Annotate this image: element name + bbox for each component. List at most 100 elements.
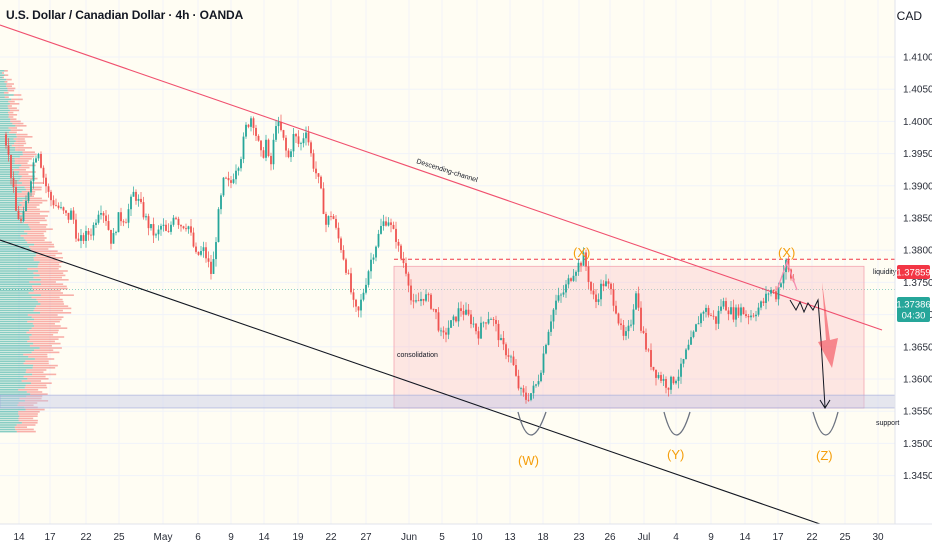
- volume-bar: [19, 155, 35, 158]
- candle-body: [730, 307, 732, 315]
- volume-bar: [4, 74, 9, 76]
- volume-bar: [0, 81, 5, 83]
- wave-label-w: (W): [518, 453, 539, 468]
- projection-arrowhead: [819, 399, 831, 409]
- volume-bar: [0, 105, 8, 107]
- volume-bar: [0, 76, 3, 79]
- volume-bar: [0, 325, 35, 327]
- volume-bar: [0, 210, 24, 213]
- candle-body: [212, 259, 215, 274]
- projection-path: [789, 298, 831, 409]
- volume-bar: [0, 413, 19, 415]
- candle-body: [527, 399, 530, 401]
- candle-body: [670, 376, 672, 390]
- candle-body: [202, 247, 205, 252]
- volume-bar: [0, 96, 5, 98]
- candle-body: [705, 307, 707, 312]
- y-tick-label: 1.35000: [903, 439, 932, 450]
- volume-bar: [9, 103, 20, 105]
- x-tick-label: 9: [708, 532, 714, 543]
- volume-bar: [0, 177, 21, 180]
- volume-bar: [30, 393, 48, 395]
- volume-bar: [27, 320, 60, 323]
- volume-bar: [0, 397, 20, 400]
- candle-body: [27, 192, 30, 201]
- volume-bar: [0, 356, 29, 358]
- volume-bar: [0, 149, 16, 151]
- candle-body: [395, 228, 397, 242]
- volume-bar: [15, 147, 32, 149]
- candle-body: [707, 307, 710, 316]
- volume-bar: [0, 166, 19, 169]
- volume-bar: [0, 364, 34, 367]
- volume-bar: [0, 274, 40, 277]
- volume-bar: [21, 175, 35, 178]
- candle-body: [455, 316, 457, 322]
- candle-body: [200, 251, 202, 255]
- volume-bar: [0, 276, 34, 279]
- candle-body: [77, 238, 80, 241]
- candle-body: [162, 224, 165, 226]
- volume-bar: [22, 199, 48, 202]
- volume-bar: [19, 415, 38, 417]
- y-tick-label: 1.39000: [903, 181, 932, 192]
- support-label: support: [876, 420, 899, 427]
- candle-body: [390, 222, 392, 225]
- candle-body: [67, 212, 70, 220]
- candle-body: [262, 150, 265, 158]
- volume-bar: [0, 270, 39, 272]
- volume-bar: [0, 296, 32, 299]
- volume-bar: [0, 100, 9, 103]
- volume-bar: [7, 89, 15, 92]
- candle-body: [695, 324, 697, 332]
- candle-body: [607, 281, 610, 284]
- candle-body: [72, 210, 75, 220]
- volume-bar: [0, 153, 23, 156]
- candle-body: [372, 257, 375, 260]
- liquidity-price-badge: 1.37859: [896, 265, 931, 279]
- candle-body: [675, 380, 677, 384]
- candle-body: [632, 309, 635, 325]
- candle-body: [680, 363, 682, 377]
- wave-x-caret: [776, 260, 798, 291]
- x-tick-label: Jun: [401, 532, 417, 543]
- candle-body: [452, 316, 455, 321]
- candle-body: [175, 217, 177, 219]
- candle-body: [335, 218, 337, 228]
- volume-bar: [39, 261, 63, 263]
- volume-bar: [31, 296, 60, 299]
- candle-body: [242, 136, 245, 160]
- y-tick-label: 1.38500: [903, 214, 932, 225]
- volume-bar: [31, 334, 54, 336]
- volume-bar: [39, 274, 66, 277]
- volume-bar: [0, 430, 17, 433]
- candle-body: [700, 313, 702, 324]
- candle-body: [515, 365, 517, 376]
- candle-body: [292, 134, 295, 152]
- candle-body: [592, 290, 595, 295]
- candle-body: [565, 284, 567, 293]
- volume-bar: [8, 116, 14, 118]
- volume-bar: [0, 191, 22, 193]
- candle-body: [185, 228, 187, 230]
- candle-body: [777, 286, 780, 300]
- volume-bar: [31, 250, 58, 252]
- candle-body: [65, 210, 67, 213]
- axis-currency-label[interactable]: CAD: [896, 9, 922, 23]
- volume-bar: [0, 358, 35, 360]
- volume-bar: [0, 226, 30, 228]
- volume-bar: [0, 298, 37, 301]
- time-axis[interactable]: 14 17 22 25 May 6 9 14 19 22 27 Jun 5 10 13 18 23 26 Jul 4 9…: [13, 532, 884, 543]
- volume-bar: [27, 241, 52, 244]
- candle-body: [402, 258, 405, 264]
- y-tick-label: 1.36500: [903, 342, 932, 353]
- x-tick-label: 4: [673, 532, 679, 543]
- candle-body: [265, 139, 267, 158]
- candle-body: [210, 261, 212, 274]
- volume-bar: [0, 373, 33, 376]
- candle-body: [110, 229, 112, 244]
- x-tick-label: 22: [325, 532, 337, 543]
- candle-body: [727, 310, 730, 315]
- volume-bar: [29, 329, 59, 332]
